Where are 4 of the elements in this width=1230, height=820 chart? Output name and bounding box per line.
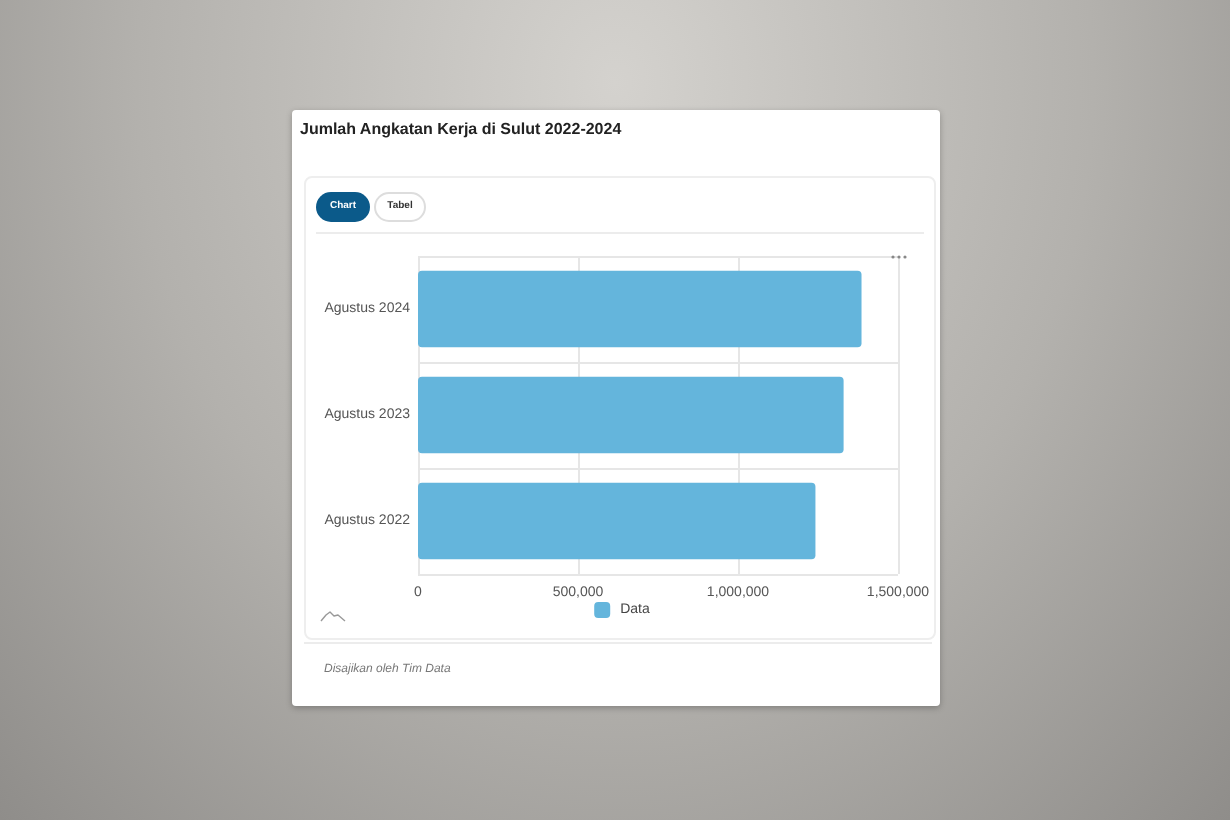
bar — [418, 270, 862, 348]
chart-title: Jumlah Angkatan Kerja di Sulut 2022-2024 — [300, 118, 622, 142]
bar — [418, 482, 816, 560]
bar — [418, 376, 844, 454]
